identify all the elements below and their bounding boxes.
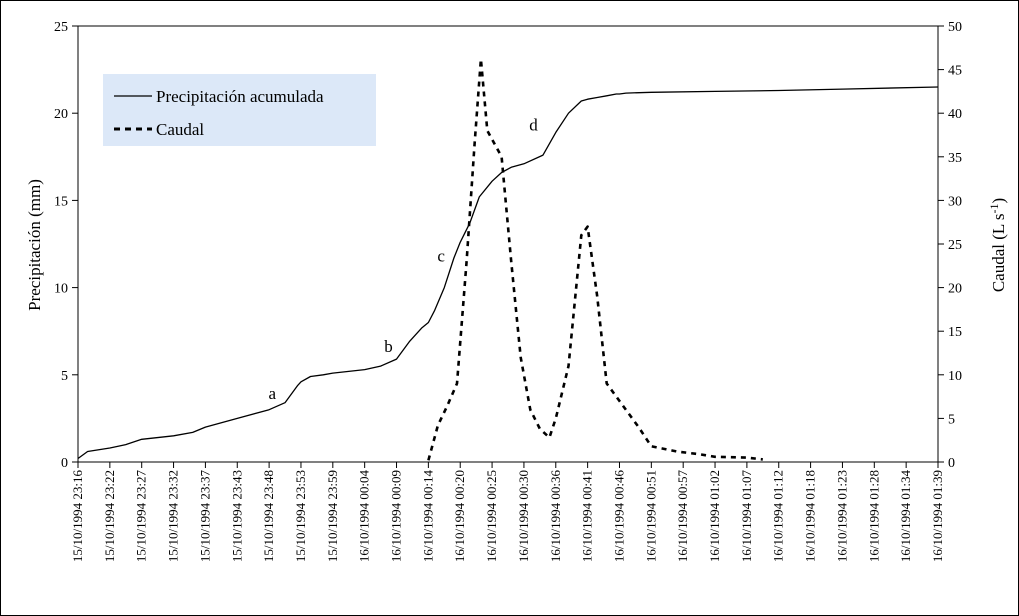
y-right-tick-label: 15 xyxy=(948,325,962,340)
y-left-tick-label: 15 xyxy=(54,194,68,209)
x-tick-label: 16/10/1994 01:18 xyxy=(803,470,818,562)
x-tick-label: 16/10/1994 00:57 xyxy=(675,470,690,563)
annotation-label: a xyxy=(269,384,277,403)
x-tick-label: 16/10/1994 00:30 xyxy=(516,470,531,562)
x-tick-label: 15/10/1994 23:59 xyxy=(325,470,340,562)
x-tick-label: 15/10/1994 23:27 xyxy=(134,470,149,563)
x-tick-label: 15/10/1994 23:22 xyxy=(102,470,117,562)
y-right-tick-label: 0 xyxy=(948,456,955,471)
series-caudal-line xyxy=(427,57,763,461)
y-left-axis-title: Precipitación (mm) xyxy=(25,179,44,311)
x-tick-label: 16/10/1994 01:02 xyxy=(707,470,722,562)
y-left-tick-label: 10 xyxy=(54,282,68,297)
x-tick-label: 16/10/1994 00:04 xyxy=(357,470,372,563)
x-tick-label: 16/10/1994 01:07 xyxy=(739,470,754,563)
y-right-tick-label: 40 xyxy=(948,107,962,122)
x-tick-label: 15/10/1994 23:53 xyxy=(293,470,308,562)
y-left-tick-label: 0 xyxy=(61,456,68,471)
annotation-label: b xyxy=(384,337,393,356)
annotation-label: c xyxy=(437,246,445,265)
x-tick-label: 15/10/1994 23:32 xyxy=(166,470,181,562)
x-tick-label: 16/10/1994 00:25 xyxy=(484,470,499,562)
x-tick-label: 16/10/1994 00:41 xyxy=(580,470,595,562)
x-tick-label: 16/10/1994 00:51 xyxy=(643,470,658,562)
y-left-tick-label: 5 xyxy=(61,369,68,384)
y-left-tick-label: 20 xyxy=(54,107,68,122)
x-tick-label: 16/10/1994 00:46 xyxy=(611,470,626,563)
y-right-tick-label: 20 xyxy=(948,282,962,297)
y-right-tick-label: 25 xyxy=(948,238,962,253)
legend-label-caudal: Caudal xyxy=(156,120,204,139)
x-tick-label: 16/10/1994 01:39 xyxy=(930,470,945,562)
y-right-tick-label: 5 xyxy=(948,412,955,427)
y-right-axis-title: Caudal (L s-1) xyxy=(987,198,1008,292)
x-tick-label: 16/10/1994 01:23 xyxy=(834,470,849,562)
series-precipitation-line xyxy=(77,86,939,460)
legend: Precipitación acumulada Caudal xyxy=(103,74,376,146)
x-tick-label: 16/10/1994 01:34 xyxy=(898,470,913,563)
y-right-tick-label: 45 xyxy=(948,64,962,79)
y-left-tick-label: 25 xyxy=(54,20,68,35)
y-right-tick-label: 30 xyxy=(948,194,962,209)
legend-background xyxy=(103,74,376,146)
x-tick-label: 16/10/1994 00:36 xyxy=(548,470,563,563)
x-tick-label: 16/10/1994 01:28 xyxy=(866,470,881,562)
x-tick-label: 15/10/1994 23:16 xyxy=(70,470,85,563)
x-tick-label: 15/10/1994 23:48 xyxy=(261,470,276,562)
x-tick-label: 15/10/1994 23:37 xyxy=(197,470,212,563)
x-tick-label: 16/10/1994 01:12 xyxy=(771,470,786,562)
annotation-label: d xyxy=(529,116,538,135)
x-tick-label: 16/10/1994 00:09 xyxy=(389,470,404,562)
x-tick-label: 15/10/1994 23:43 xyxy=(229,470,244,562)
y-right-tick-label: 35 xyxy=(948,151,962,166)
legend-label-precipitation: Precipitación acumulada xyxy=(156,87,324,106)
y-right-tick-label: 10 xyxy=(948,369,962,384)
x-tick-label: 16/10/1994 00:14 xyxy=(420,470,435,563)
y-right-tick-label: 50 xyxy=(948,20,962,35)
x-tick-label: 16/10/1994 00:20 xyxy=(452,470,467,562)
